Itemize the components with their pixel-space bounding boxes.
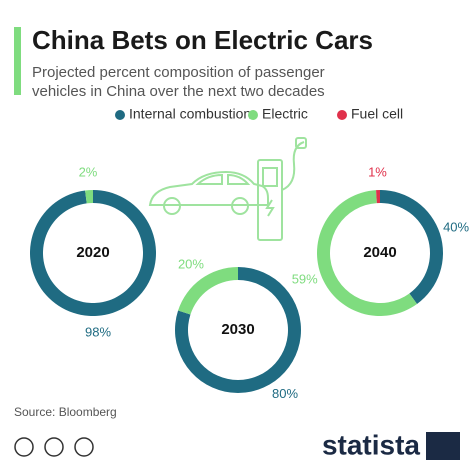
legend-marker bbox=[337, 110, 347, 120]
donut-segment bbox=[178, 267, 238, 315]
car-illustration bbox=[148, 137, 307, 241]
donut-center-label: 2030 bbox=[221, 321, 254, 338]
accent-bar bbox=[14, 27, 21, 95]
value-label: 98% bbox=[85, 324, 111, 339]
source: Source: Bloomberg bbox=[14, 405, 117, 419]
title: China Bets on Electric Cars bbox=[32, 25, 373, 55]
legend-label: Electric bbox=[262, 106, 308, 122]
donut-segment bbox=[380, 190, 444, 304]
value-label: 40% bbox=[443, 220, 469, 235]
donut-center-label: 2020 bbox=[76, 244, 109, 261]
value-label: 20% bbox=[178, 257, 204, 272]
donut-segment bbox=[376, 190, 380, 204]
legend-label: Fuel cell bbox=[351, 106, 403, 122]
donut-center-label: 2040 bbox=[363, 244, 396, 261]
donut-segment bbox=[317, 190, 418, 316]
subtitle: Projected percent composition of passeng… bbox=[32, 64, 325, 81]
value-label: 59% bbox=[292, 272, 318, 287]
value-label: 2% bbox=[79, 165, 98, 180]
value-label: 1% bbox=[368, 164, 387, 179]
value-label: 80% bbox=[272, 386, 298, 401]
brand: statista bbox=[322, 429, 420, 460]
license-icons bbox=[14, 437, 94, 457]
donut-segment bbox=[85, 190, 93, 204]
subtitle: vehicles in China over the next two deca… bbox=[32, 83, 325, 100]
legend-marker bbox=[248, 110, 258, 120]
brand-logo bbox=[426, 432, 460, 460]
legend-label: Internal combustion bbox=[129, 106, 251, 122]
legend-marker bbox=[115, 110, 125, 120]
